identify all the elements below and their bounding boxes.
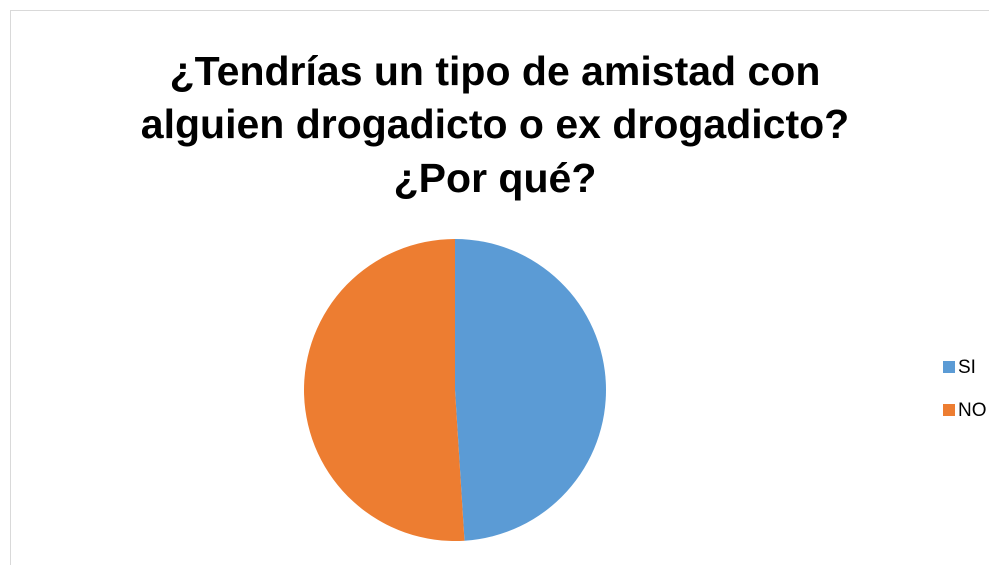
chart-title: alguien drogadicto o ex drogadicto?: [141, 101, 849, 147]
chart-title: ¿Por qué?: [394, 155, 597, 201]
legend-swatch: [943, 404, 955, 416]
pie-slice: [303, 239, 465, 541]
legend-swatch: [943, 361, 955, 373]
legend-label: SI: [958, 357, 976, 378]
chart-title: ¿Tendrías un tipo de amistad con: [170, 48, 821, 94]
pie-slice: [455, 239, 606, 541]
legend-label: NO: [958, 400, 987, 421]
